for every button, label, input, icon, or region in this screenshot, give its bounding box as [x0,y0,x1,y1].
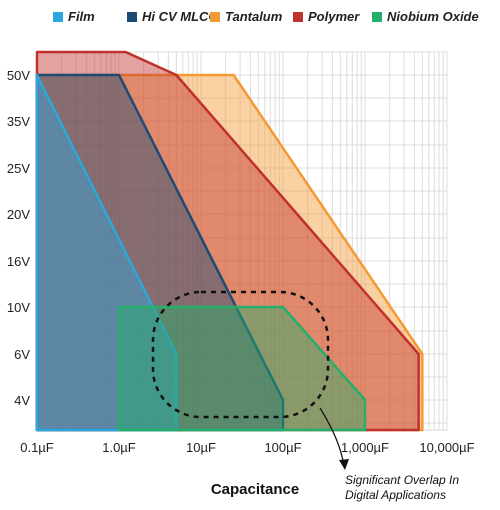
y-tick-label: 10V [7,300,30,315]
x-tick-label: 1,000µF [341,440,389,455]
annotation-arrowhead [339,459,349,470]
legend-swatch-tantalum [210,12,220,22]
legend-label-film: Film [68,9,95,24]
grid [36,51,448,431]
x-tick-label: 10µF [186,440,216,455]
legend: Film Hi CV MLCC Tantalum Polymer Niobium Oxi… [53,9,479,24]
legend-swatch-film [53,12,63,22]
series-areas [35,50,424,432]
y-tick-label: 25V [7,161,30,176]
legend-label-hi-cv-mlcc: Hi CV MLCC [142,9,218,24]
y-tick-label: 16V [7,254,30,269]
legend-swatch-niobium-oxide [372,12,382,22]
legend-label-polymer: Polymer [308,9,360,24]
x-tick-label: 100µF [264,440,301,455]
y-tick-label: 50V [7,68,30,83]
plot-area [36,51,448,431]
legend-label-tantalum: Tantalum [225,9,283,24]
y-tick-label: 6V [14,347,30,362]
legend-label-niobium-oxide: Niobium Oxide [387,9,479,24]
x-tick-label: 0.1µF [20,440,54,455]
x-tick-label: 10,000µF [419,440,474,455]
y-tick-label: 20V [7,207,30,222]
axes: 4V 6V 10V 16V 20V 25V 35V 50V 0.1µF 1.0µF 10µF 100µ… [7,68,475,455]
annotation-text-line-2: Digital Applications [345,488,446,502]
y-tick-label: 4V [14,393,30,408]
x-axis-label: Capacitance [211,481,299,498]
legend-swatch-hi-cv-mlcc [127,12,137,22]
legend-swatch-polymer [293,12,303,22]
y-tick-label: 35V [7,114,30,129]
series-area-niobium-oxide [117,305,367,432]
x-tick-label: 1.0µF [102,440,136,455]
annotation-text-line-1: Significant Overlap In [345,473,459,487]
